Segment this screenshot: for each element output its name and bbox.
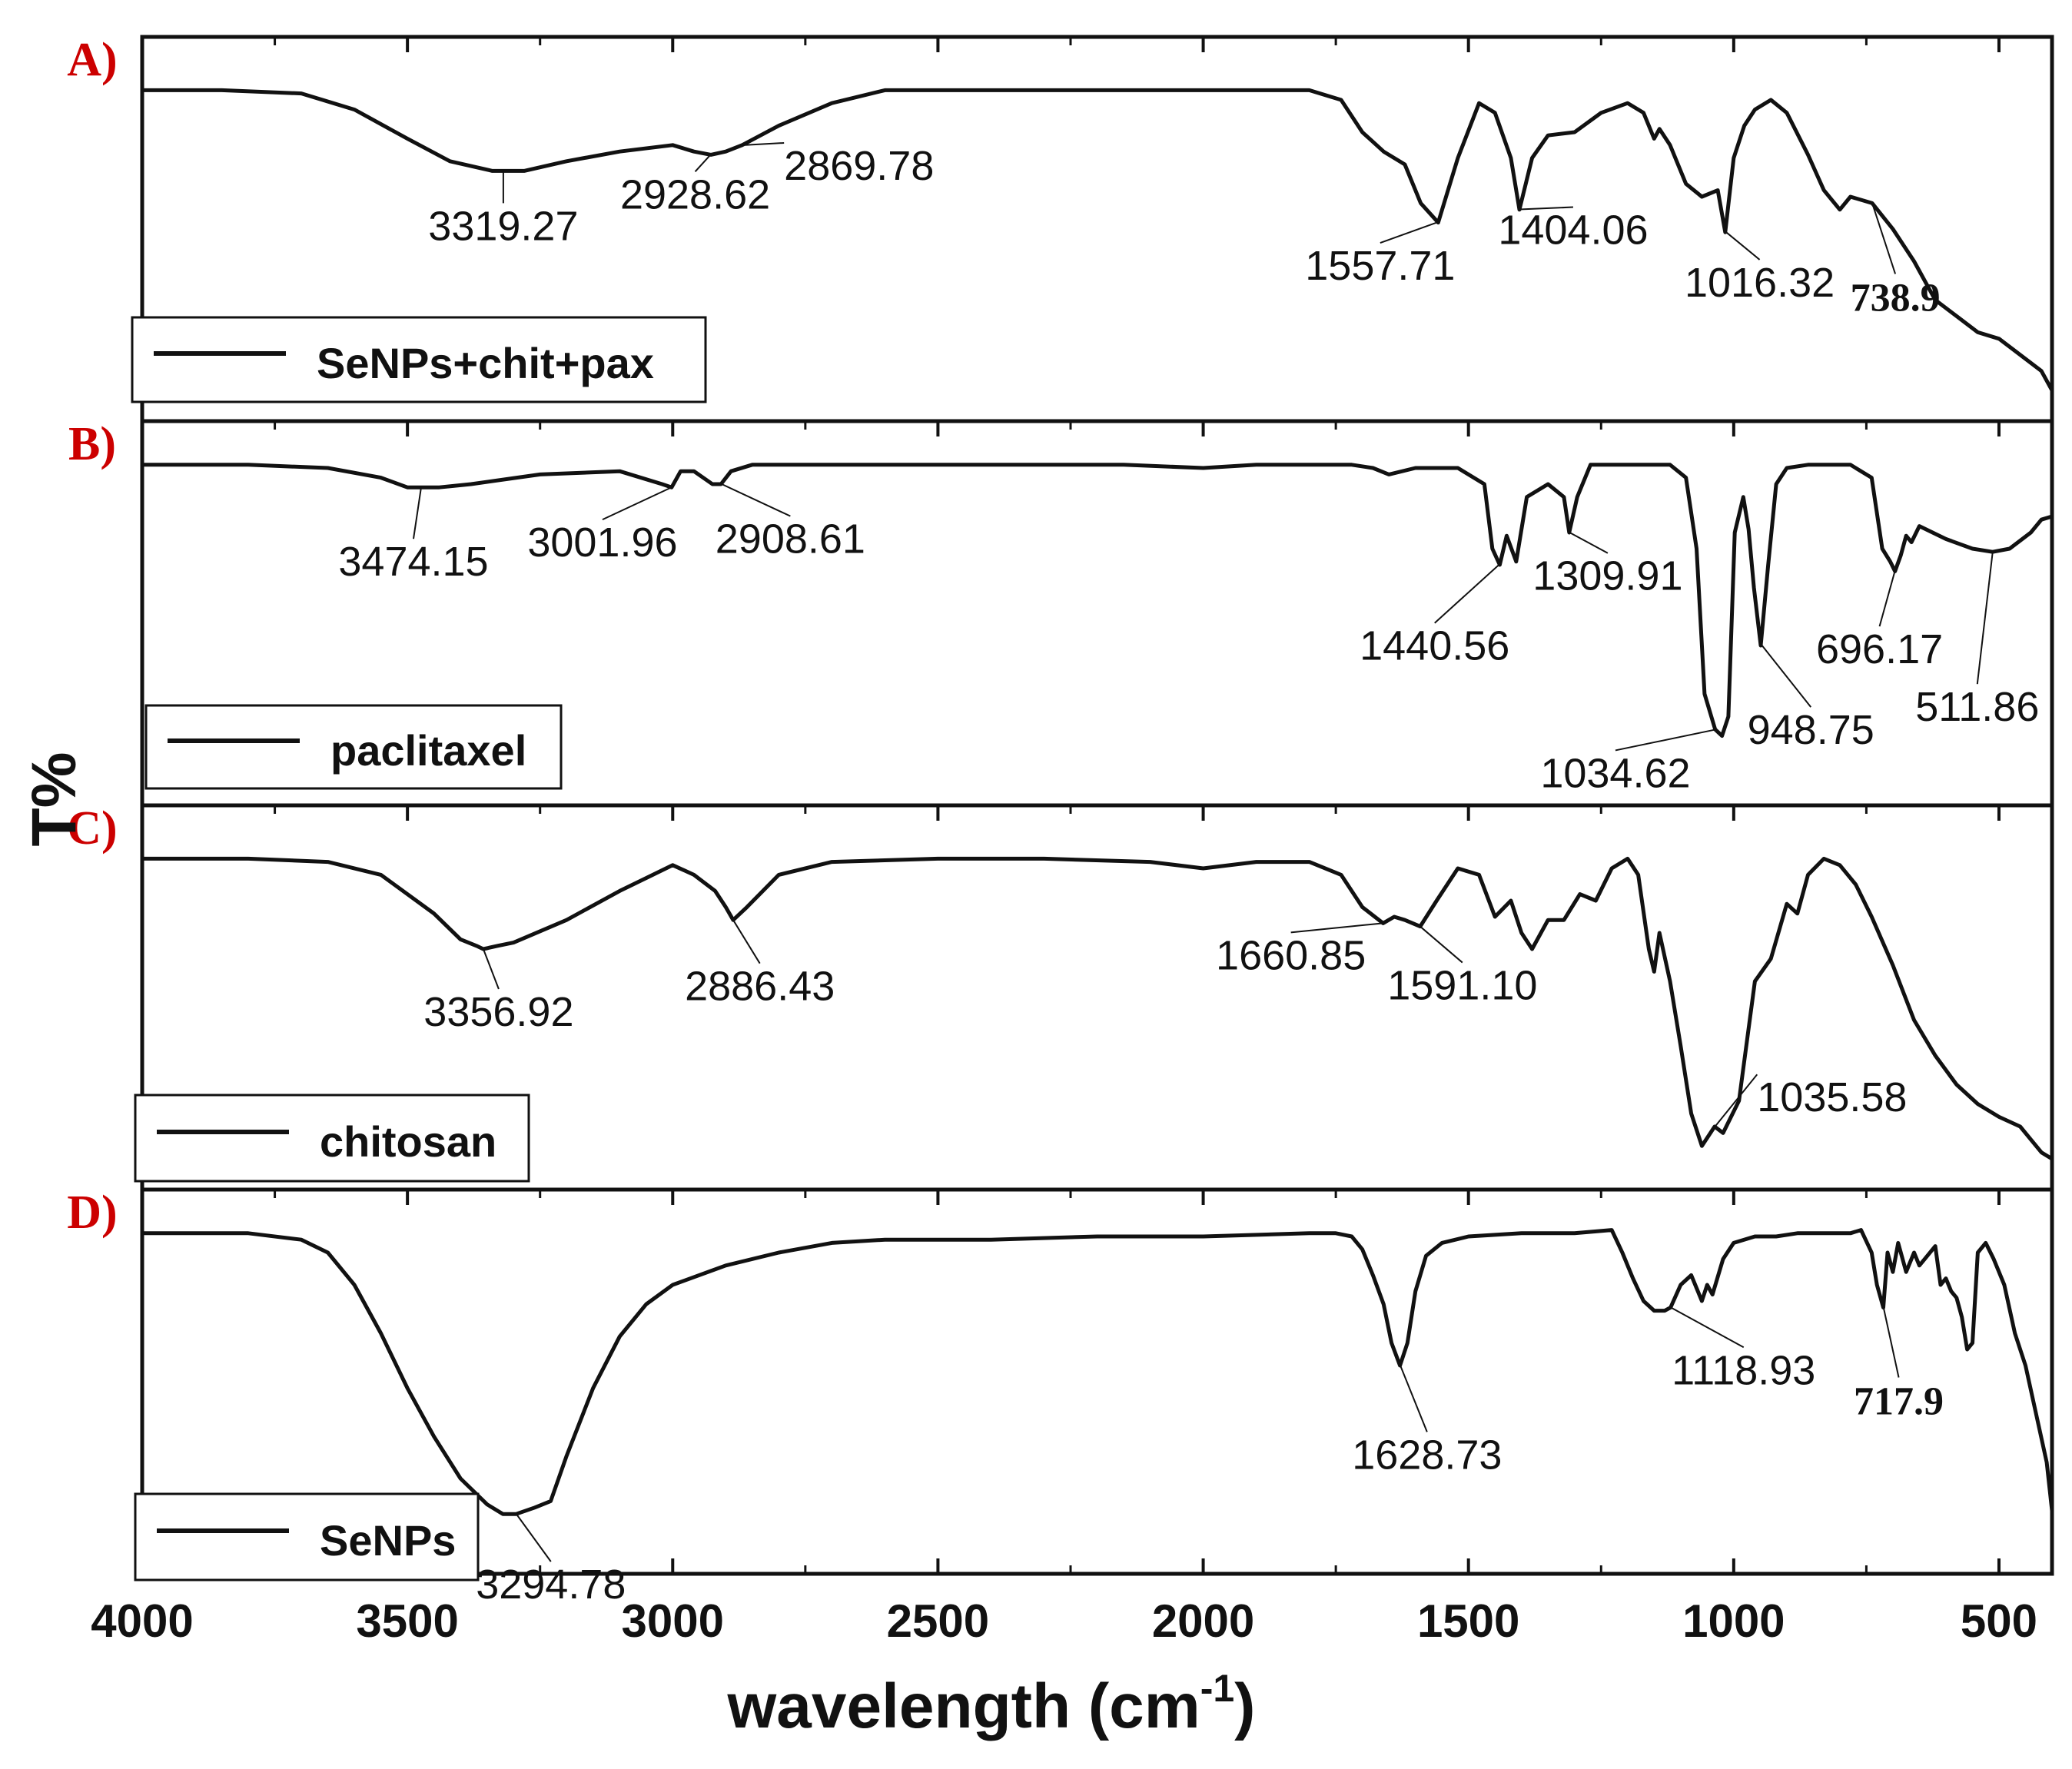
peak-leader-line [1519, 206, 1573, 211]
peak-label: 1035.58 [1757, 1074, 1907, 1120]
peak-label: 1440.56 [1360, 623, 1509, 669]
peak-label: 1118.93 [1672, 1347, 1815, 1393]
x-tick-label: 3000 [622, 1595, 724, 1647]
y-axis-title: T% [19, 752, 89, 847]
peak-leader-line [412, 487, 422, 539]
x-tick-label: 1500 [1417, 1595, 1519, 1647]
peak-label: 2908.61 [716, 516, 865, 563]
peak-label: 948.75 [1748, 707, 1874, 753]
peak-leader-line [694, 154, 712, 172]
legend: paclitaxel [144, 704, 563, 790]
peak-leader-line [1760, 643, 1811, 708]
peak-label: 3356.92 [423, 989, 573, 1035]
peak-leader-line [720, 483, 791, 517]
x-axis-title-superscript: -1 [1200, 1667, 1234, 1710]
x-tick-label: 2000 [1152, 1595, 1254, 1647]
spectrum-line [142, 856, 2054, 1161]
legend-label: SeNPs [320, 1516, 456, 1565]
peak-label: 738.9 [1851, 276, 1941, 320]
peak-label: 1557.71 [1305, 243, 1455, 289]
x-tick-label: 500 [1961, 1595, 2037, 1647]
peak-leader-line [732, 919, 761, 964]
panels-layer: A) 3319.27 2928.62 2869.78 1557.71 1404.06 101… [67, 34, 2054, 1608]
panel-b: B) 3474.15 3001.96 2908.61 1440.56 1309.91 103… [68, 418, 2054, 808]
peak-leader-line [1976, 552, 1994, 685]
legend-box [134, 1094, 530, 1183]
peak-leader-line [1878, 570, 1896, 627]
panel-a: A) 3319.27 2928.62 2869.78 1557.71 1404.06 101… [67, 34, 2054, 423]
x-tick-label: 3500 [356, 1595, 458, 1647]
peak-leader-line [1724, 231, 1761, 261]
panel-tag: B) [68, 418, 116, 470]
peak-leader-line [1290, 922, 1383, 934]
panel-c: C) 3356.92 2886.43 1660.85 1591.10 1035.58 chi… [67, 802, 2054, 1192]
peak-leader-line [1380, 221, 1439, 244]
peak-label: 511.86 [1915, 684, 2039, 730]
panel-tag: D) [67, 1187, 117, 1239]
peak-label: 1660.85 [1216, 932, 1366, 978]
peak-label: 1034.62 [1540, 750, 1690, 796]
panel-tag: A) [67, 34, 117, 86]
legend-label: paclitaxel [330, 726, 526, 775]
legend-box [134, 1492, 480, 1581]
peak-label: 1591.10 [1387, 963, 1537, 1009]
peak-label: 2886.43 [685, 964, 835, 1010]
panel-tag: C) [67, 802, 117, 855]
peak-label: 3001.96 [527, 519, 677, 566]
spectrum-line [142, 88, 2054, 392]
peak-label: 2928.62 [620, 171, 770, 217]
panel-frame [140, 1187, 2054, 1576]
peak-leader-line [1434, 563, 1501, 624]
peak-label: 1309.91 [1532, 553, 1682, 599]
peak-label: 2869.78 [784, 143, 934, 189]
peak-label: 1404.06 [1498, 207, 1648, 254]
spectrum-line [142, 463, 2053, 738]
legend-box [131, 316, 707, 403]
x-axis-title: wavelength (cm-1) [727, 1667, 1256, 1741]
x-tick-label: 4000 [91, 1595, 193, 1647]
x-tick-label: 2500 [887, 1595, 989, 1647]
peak-leader-line [1399, 1365, 1428, 1432]
peak-leader-line [1871, 203, 1897, 274]
legend: SeNPs [134, 1492, 480, 1581]
legend-label: chitosan [320, 1117, 496, 1166]
peak-label: 3474.15 [338, 539, 488, 585]
legend: SeNPs+chit+pax [131, 316, 707, 403]
x-axis-title-suffix: ) [1234, 1671, 1255, 1741]
panel-d: D) 3294.78 1628.73 1118.93 717.9 SeNPs [67, 1187, 2054, 1608]
peak-label: 1628.73 [1352, 1432, 1502, 1478]
x-axis: 4000 3500 3000 2500 2000 1500 1000 500 [91, 1595, 2037, 1647]
legend-box [144, 704, 563, 790]
peak-leader-line [742, 142, 785, 147]
peak-leader-line [1714, 1074, 1758, 1127]
peak-leader-line [1420, 925, 1463, 964]
peak-label: 1016.32 [1685, 260, 1835, 306]
legend: chitosan [134, 1094, 530, 1183]
peak-leader-line [602, 486, 672, 521]
peak-label: 3319.27 [428, 203, 578, 249]
x-tick-label: 1000 [1682, 1595, 1785, 1647]
peak-leader-line [1882, 1306, 1900, 1378]
peak-label: 696.17 [1816, 626, 1943, 672]
peak-label: 717.9 [1854, 1380, 1944, 1424]
peak-label: 3294.78 [476, 1562, 626, 1608]
peak-leader-line [1615, 729, 1716, 752]
x-axis-title-main: wavelength (cm [727, 1671, 1200, 1741]
peak-leader-line [1670, 1306, 1745, 1349]
legend-label: SeNPs+chit+pax [317, 339, 654, 387]
peak-leader-line [482, 948, 500, 990]
spectrum-line [142, 1228, 2054, 1516]
peak-leader-line [515, 1513, 552, 1562]
peak-leader-line [1569, 531, 1609, 554]
